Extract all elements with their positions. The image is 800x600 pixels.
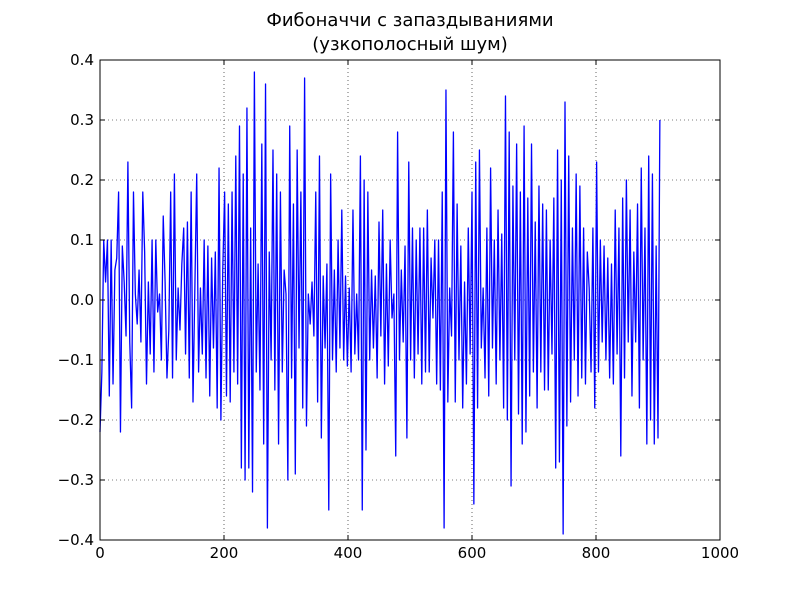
line-layer	[99, 71, 661, 535]
y-tick-label: 0.2	[70, 171, 94, 189]
y-tick-label: −0.1	[58, 351, 94, 369]
x-tick-label: 800	[582, 544, 611, 562]
y-tick-label: −0.4	[58, 531, 94, 549]
x-tick-label: 600	[458, 544, 487, 562]
y-tick-label: −0.2	[58, 411, 94, 429]
x-tick-label: 0	[95, 544, 105, 562]
y-tick-label: −0.3	[58, 471, 94, 489]
label-layer: 0 200 400 600 800 1000 −0.4 −0.3 −0.2 −0.1 0.0 0.1 0…	[58, 51, 740, 562]
chart-title: Фибоначчи с запаздываниями	[266, 10, 553, 31]
tick-layer	[99, 59, 721, 541]
y-tick-label: 0.1	[70, 231, 94, 249]
chart-subtitle: (узкополосный шум)	[312, 34, 507, 55]
x-tick-label: 400	[334, 544, 363, 562]
series-line	[99, 71, 661, 535]
y-tick-label: 0.3	[70, 111, 94, 129]
x-tick-label: 1000	[701, 544, 739, 562]
y-tick-label: 0.4	[70, 51, 94, 69]
y-tick-label: 0.0	[70, 291, 94, 309]
x-tick-label: 200	[210, 544, 239, 562]
